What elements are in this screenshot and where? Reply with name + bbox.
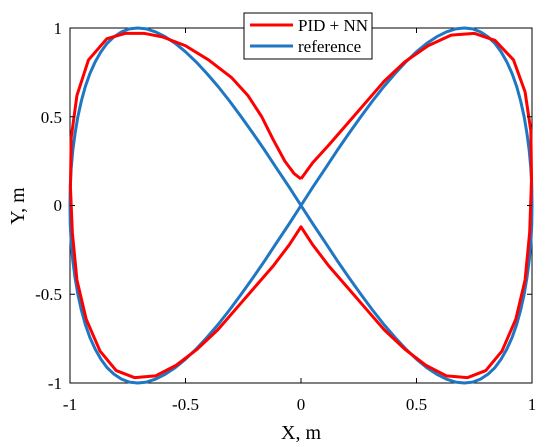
legend-label-reference: reference: [298, 37, 361, 56]
y-tick-label: -1: [48, 374, 62, 393]
x-axis-label: X, m: [281, 422, 321, 444]
y-tick-label: 1: [54, 19, 63, 38]
series-line-reference: [68, 26, 534, 385]
series-layer: [68, 26, 534, 385]
x-tick-label: -0.5: [172, 395, 199, 414]
plot-area: [68, 26, 534, 385]
x-tick-label: 0: [297, 395, 306, 414]
y-tick-label: 0.5: [41, 108, 62, 127]
y-tick-label: 0: [54, 196, 63, 215]
legend-box: [243, 12, 373, 60]
x-tick-label: -1: [63, 395, 77, 414]
series-line-pid-nn: [68, 31, 534, 380]
legend-label-pid-nn: PID + NN: [298, 16, 368, 35]
y-axis-label: Y, m: [7, 187, 29, 225]
x-tick-label: 0.5: [406, 395, 427, 414]
tick-marks: [69, 27, 533, 384]
legend: PID + NN reference: [243, 12, 373, 60]
x-tick-label: 1: [528, 395, 537, 414]
y-tick-label: -0.5: [35, 285, 62, 304]
